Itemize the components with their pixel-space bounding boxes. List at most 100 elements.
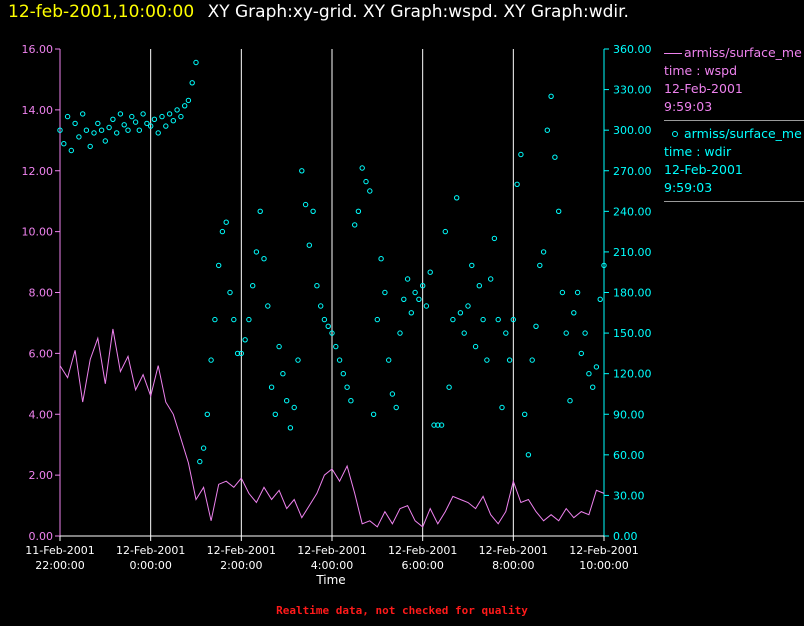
time-tick-time: 8:00:00	[492, 559, 534, 572]
wdir-point	[442, 228, 448, 235]
wdir-point	[404, 276, 411, 282]
wdir-point	[355, 208, 362, 215]
wdir-point	[268, 384, 275, 390]
wdir-point	[178, 113, 184, 120]
wdir-point	[552, 154, 558, 160]
right-tick-label: 240.00	[613, 205, 652, 218]
left-tick-label: 10.00	[22, 226, 54, 239]
time-tick-date: 11-Feb-2001	[25, 544, 94, 557]
wdir-point	[68, 147, 75, 154]
wdir-series	[57, 59, 607, 465]
legend: armiss/surface_me time : wspd 12-Feb-200…	[664, 44, 804, 206]
left-tick-label: 12.00	[22, 165, 54, 178]
wdir-point	[83, 127, 90, 133]
time-tick-date: 12-Feb-2001	[569, 544, 638, 557]
wdir-point	[518, 151, 524, 158]
wdir-point	[185, 97, 192, 104]
wdir-point	[314, 283, 320, 289]
wdir-point	[231, 316, 237, 323]
wdir-point	[272, 411, 278, 417]
wdir-point	[389, 391, 396, 397]
time-tick-date: 12-Feb-2001	[388, 544, 457, 557]
wdir-point	[540, 249, 547, 255]
wdir-point	[510, 316, 516, 323]
wdir-point	[556, 208, 562, 215]
wdir-point	[544, 127, 550, 133]
right-tick-label: 60.00	[613, 449, 645, 462]
wdir-point	[114, 130, 120, 136]
wdir-point	[386, 357, 392, 363]
wdir-point	[76, 134, 82, 140]
wdir-point	[310, 208, 316, 215]
wdir-point	[227, 289, 233, 296]
wdir-point	[571, 310, 577, 316]
wdir-point	[98, 127, 105, 133]
legend-wdir-name: armiss/surface_me	[684, 126, 802, 141]
wdir-point	[514, 181, 520, 188]
wdir-point	[586, 371, 592, 377]
wdir-point	[110, 116, 116, 123]
wdir-point	[102, 138, 109, 144]
legend-entry-wspd[interactable]: armiss/surface_me time : wspd 12-Feb-200…	[664, 44, 804, 121]
right-axis-wdir: 0.00 30.00 60.00 90.00 120.00 150.00 180.00 210…	[603, 43, 652, 543]
wdir-point	[170, 118, 177, 124]
wdir-point	[140, 111, 146, 117]
right-tick-label: 150.00	[613, 327, 652, 340]
wdir-point	[336, 357, 343, 363]
wdir-point	[454, 195, 460, 201]
wdir-point	[159, 113, 165, 120]
wdir-point	[472, 343, 479, 350]
wdir-point	[590, 384, 596, 390]
wdir-point	[567, 398, 573, 404]
wdir-point	[234, 350, 241, 357]
xy-graph[interactable]: 0.00 2.00 4.00 6.00 8.00 10.00 12.00 14.00 16.00…	[0, 0, 804, 600]
wdir-point	[359, 165, 365, 171]
current-time-label: 12-feb-2001,10:00:00	[8, 2, 195, 22]
right-tick-label: 360.00	[613, 43, 652, 56]
wdir-point	[299, 168, 305, 174]
wdir-point	[363, 178, 369, 185]
wdir-point	[148, 123, 154, 129]
wdir-point	[238, 350, 245, 357]
wdir-point	[344, 384, 350, 390]
time-tick-time: 0:00:00	[129, 559, 171, 572]
wspd-line	[59, 328, 605, 528]
wdir-point	[291, 404, 297, 411]
wdir-point	[352, 222, 358, 228]
wdir-point	[117, 111, 124, 117]
wdir-point	[488, 276, 494, 282]
wdir-point	[601, 262, 607, 269]
time-axis: 11-Feb-2001 22:00:00 12-Feb-2001 0:00:00 12-…	[25, 535, 639, 572]
wdir-point	[484, 357, 490, 363]
wdir-point	[374, 316, 380, 323]
wdir-point	[125, 127, 131, 133]
right-tick-label: 330.00	[613, 84, 652, 97]
wdir-point	[457, 310, 464, 316]
wdir-point	[367, 188, 373, 194]
wdir-point	[325, 323, 331, 329]
wdir-point	[200, 445, 207, 451]
graph-list-label: XY Graph:xy-grid. XY Graph:wspd. XY Grap…	[207, 2, 629, 22]
time-tick-date: 12-Feb-2001	[297, 544, 366, 557]
right-tick-label: 210.00	[613, 246, 652, 259]
left-tick-label: 16.00	[22, 43, 54, 56]
wdir-point	[242, 337, 248, 343]
wdir-point	[438, 422, 445, 428]
wdir-point	[506, 357, 513, 363]
wdir-point	[431, 422, 437, 428]
right-tick-label: 300.00	[613, 124, 652, 137]
time-tick-time: 4:00:00	[311, 559, 353, 572]
wdir-point	[382, 289, 388, 296]
wdir-point	[302, 201, 309, 208]
wdir-point	[348, 398, 354, 404]
wdir-point	[57, 127, 63, 133]
wdir-point	[216, 262, 222, 269]
wdir-point	[503, 330, 509, 336]
wdir-point	[318, 303, 324, 309]
wdir-point	[166, 111, 173, 117]
legend-entry-wdir[interactable]: armiss/surface_me time : wdir 12-Feb-200…	[664, 125, 804, 202]
wdir-point	[465, 303, 471, 309]
wspd-series	[59, 328, 605, 528]
wdir-point	[333, 343, 339, 350]
marker-swatch-icon	[672, 131, 678, 137]
